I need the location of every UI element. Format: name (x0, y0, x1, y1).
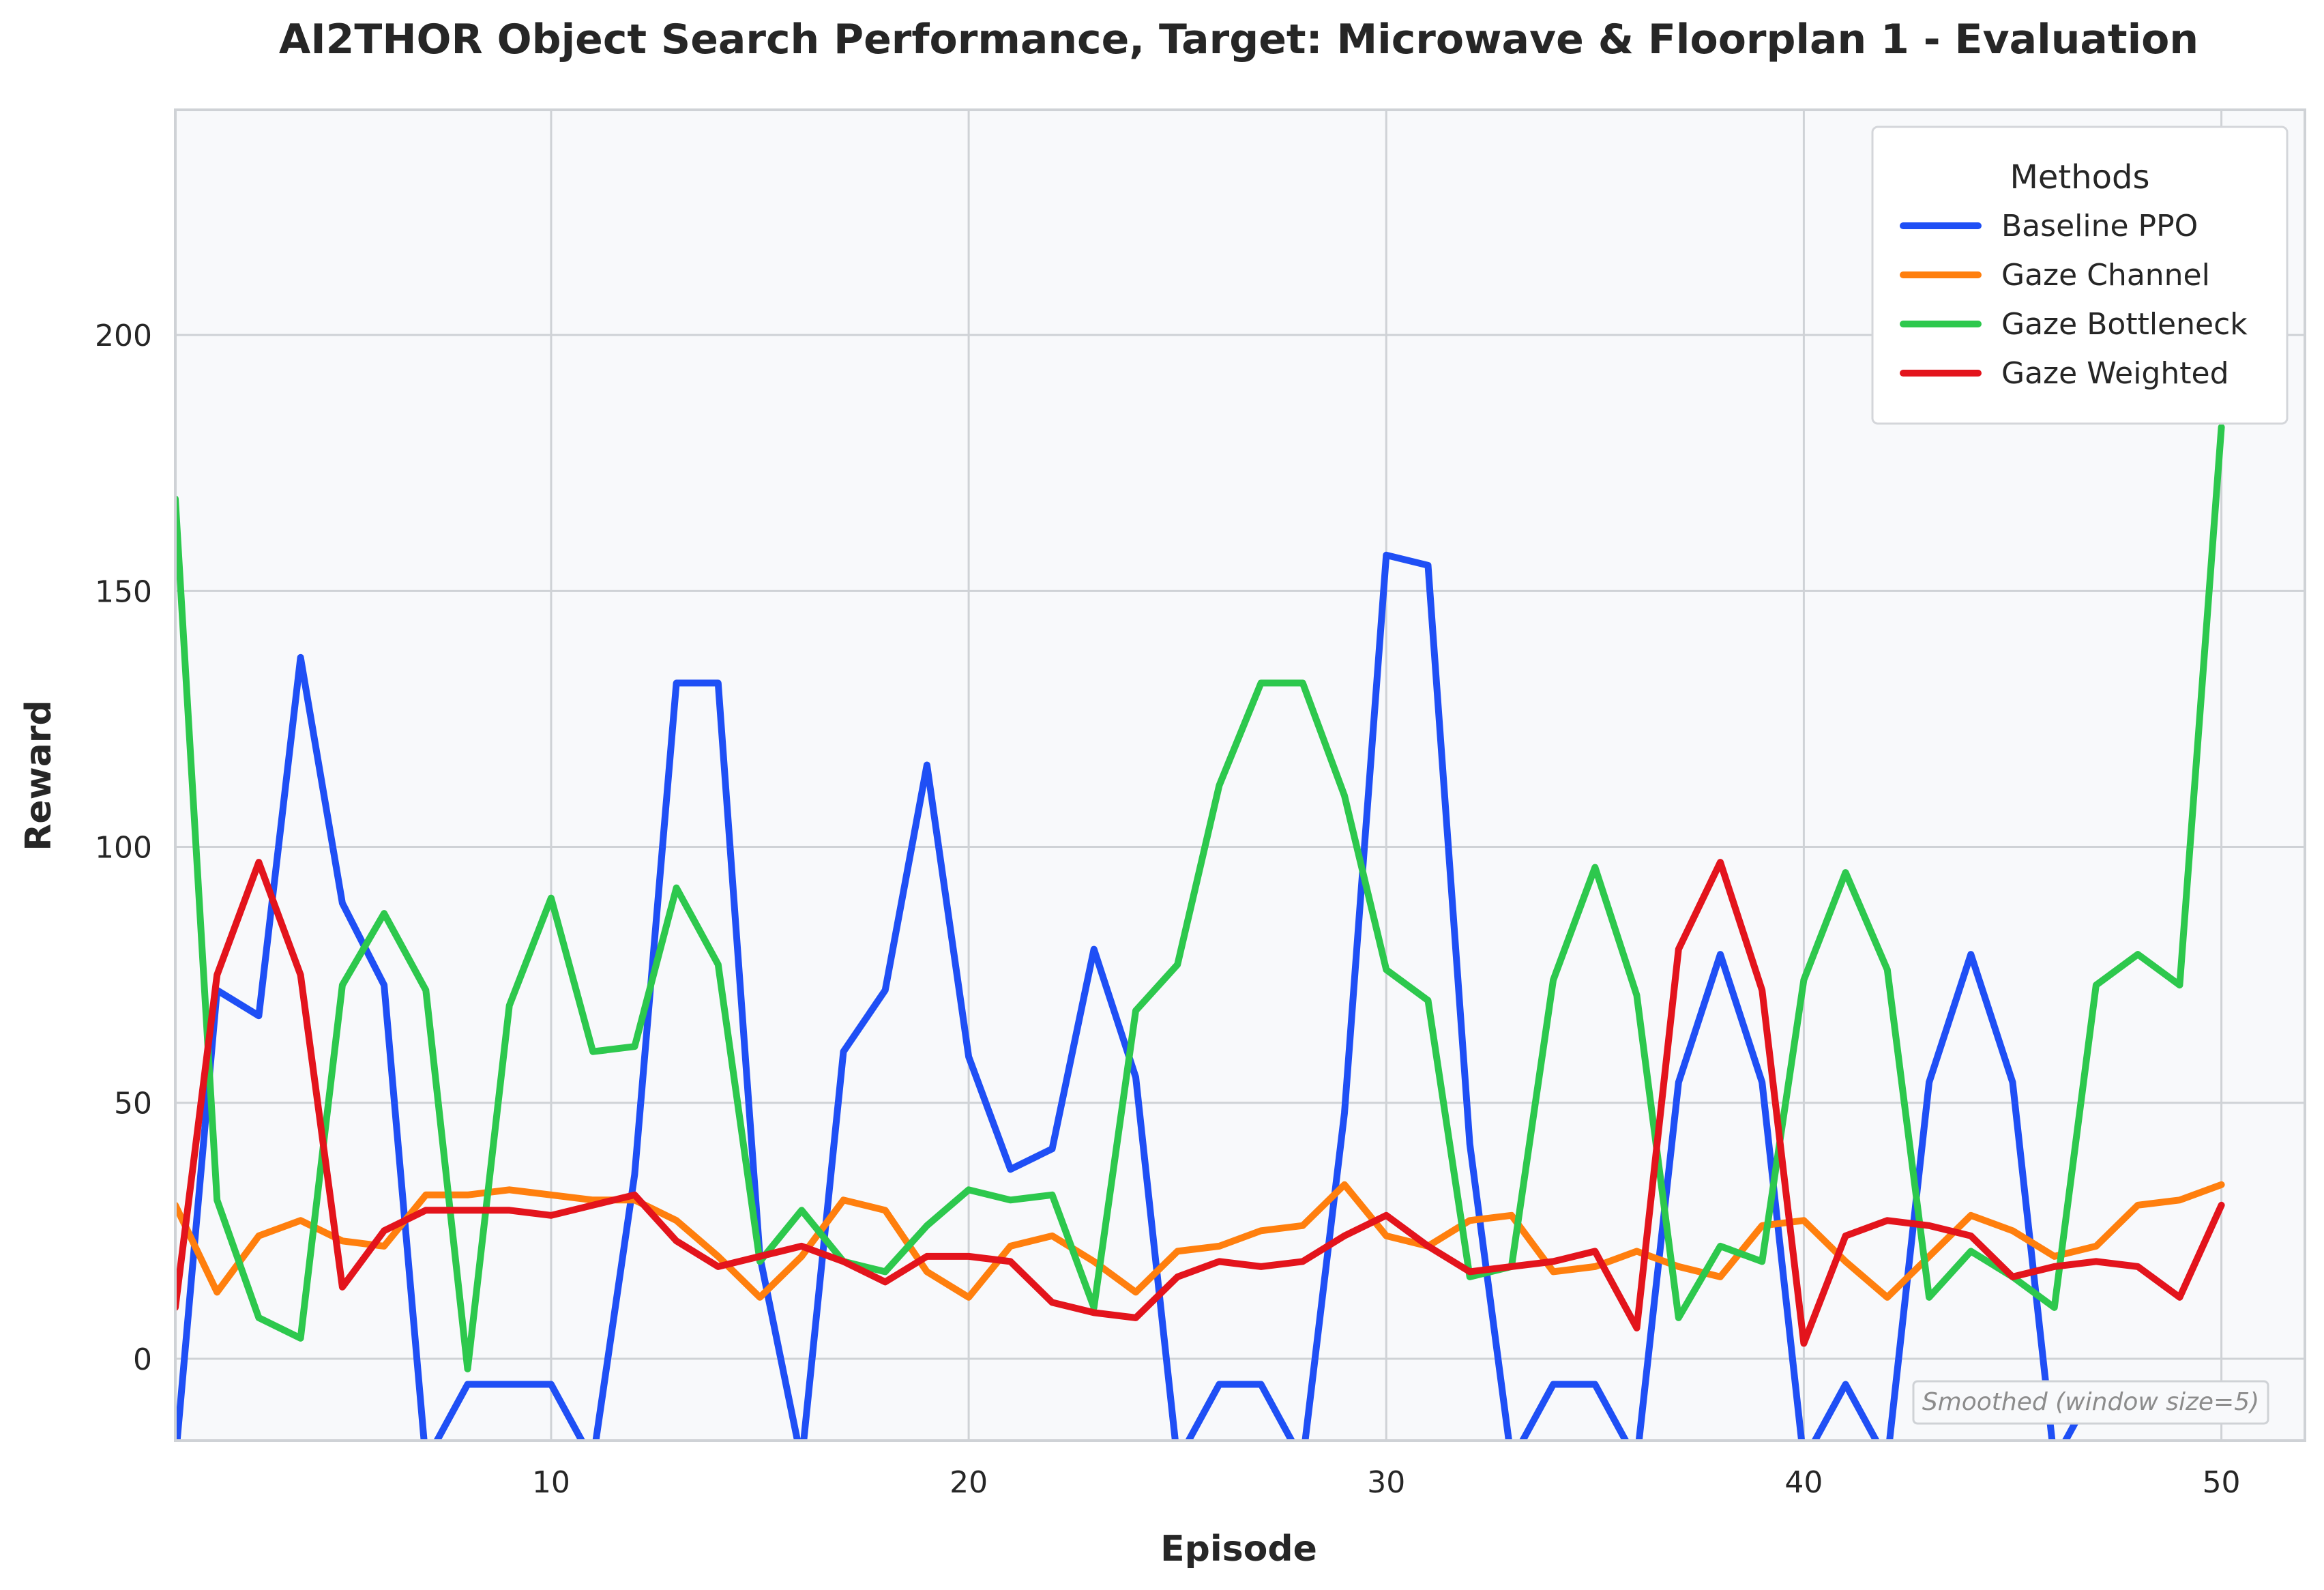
x-tick-label: 10 (532, 1465, 570, 1500)
legend-box (1871, 126, 2289, 425)
series-line-gaze-weighted (175, 859, 2225, 1347)
legend-label-gaze-channel: Gaze Channel (2001, 258, 2210, 293)
y-tick-labels: 0 50 100 150 200 (95, 319, 152, 1377)
series-line-gaze-channel (175, 1181, 2225, 1301)
annotation-text: Smoothed (window size=5) (1922, 1388, 2259, 1416)
x-axis-label: Episode (1160, 1529, 1317, 1570)
legend-label-gaze-bottleneck: Gaze Bottleneck (2001, 307, 2248, 342)
legend: Methods Baseline PPO Gaze Channel Gaze Bot… (1871, 126, 2289, 425)
x-tick-label: 30 (1367, 1465, 1405, 1500)
plot-frame (174, 108, 2306, 1442)
legend-label-gaze-weighted: Gaze Weighted (2001, 356, 2229, 391)
y-tick-label: 200 (95, 319, 152, 353)
annotation-box (1912, 1380, 2269, 1425)
y-axis-label: Reward (18, 700, 59, 851)
legend-items: Baseline PPO Gaze Channel Gaze Bottleneck G… (1900, 209, 2248, 391)
smoothing-annotation: Smoothed (window size=5) (1912, 1380, 2269, 1425)
legend-label-baseline-ppo: Baseline PPO (2001, 209, 2198, 244)
x-tick-label: 50 (2203, 1465, 2241, 1500)
series-line-baseline-ppo (175, 551, 2225, 1441)
x-tick-label: 40 (1784, 1465, 1823, 1500)
x-tick-labels: 10 20 30 40 50 (532, 1465, 2241, 1500)
legend-title: Methods (2010, 158, 2149, 196)
y-tick-label: 100 (95, 831, 152, 866)
x-tick-label: 20 (950, 1465, 988, 1500)
y-tick-label: 50 (114, 1087, 152, 1121)
series-lines (175, 424, 2225, 1441)
y-tick-label: 0 (133, 1342, 152, 1377)
series-line-gaze-bottleneck (175, 424, 2225, 1372)
chart-title: AI2THOR Object Search Performance, Targe… (279, 16, 2198, 63)
y-tick-label: 150 (95, 574, 152, 609)
